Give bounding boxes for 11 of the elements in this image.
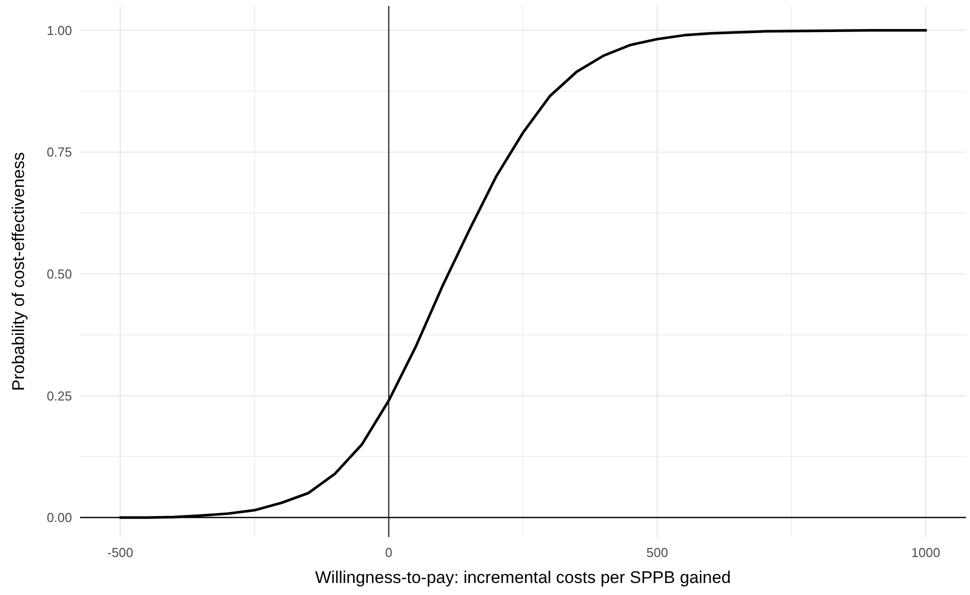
y-tick-label: 0.25	[46, 388, 72, 404]
y-tick-label: 0.75	[46, 144, 72, 160]
x-tick-label: 1000	[911, 545, 940, 560]
y-tick-label: 0.50	[46, 266, 72, 282]
y-tick-label: 0.00	[46, 510, 72, 526]
x-axis-title: Willingness-to-pay: incremental costs per SPPB gained	[315, 568, 731, 587]
y-tick-label: 1.00	[46, 22, 72, 38]
x-tick-label: -500	[107, 545, 134, 560]
y-axis-title: Probability of cost-effectiveness	[9, 152, 28, 391]
x-tick-label: 500	[646, 545, 668, 560]
x-tick-label: 0	[385, 545, 392, 560]
